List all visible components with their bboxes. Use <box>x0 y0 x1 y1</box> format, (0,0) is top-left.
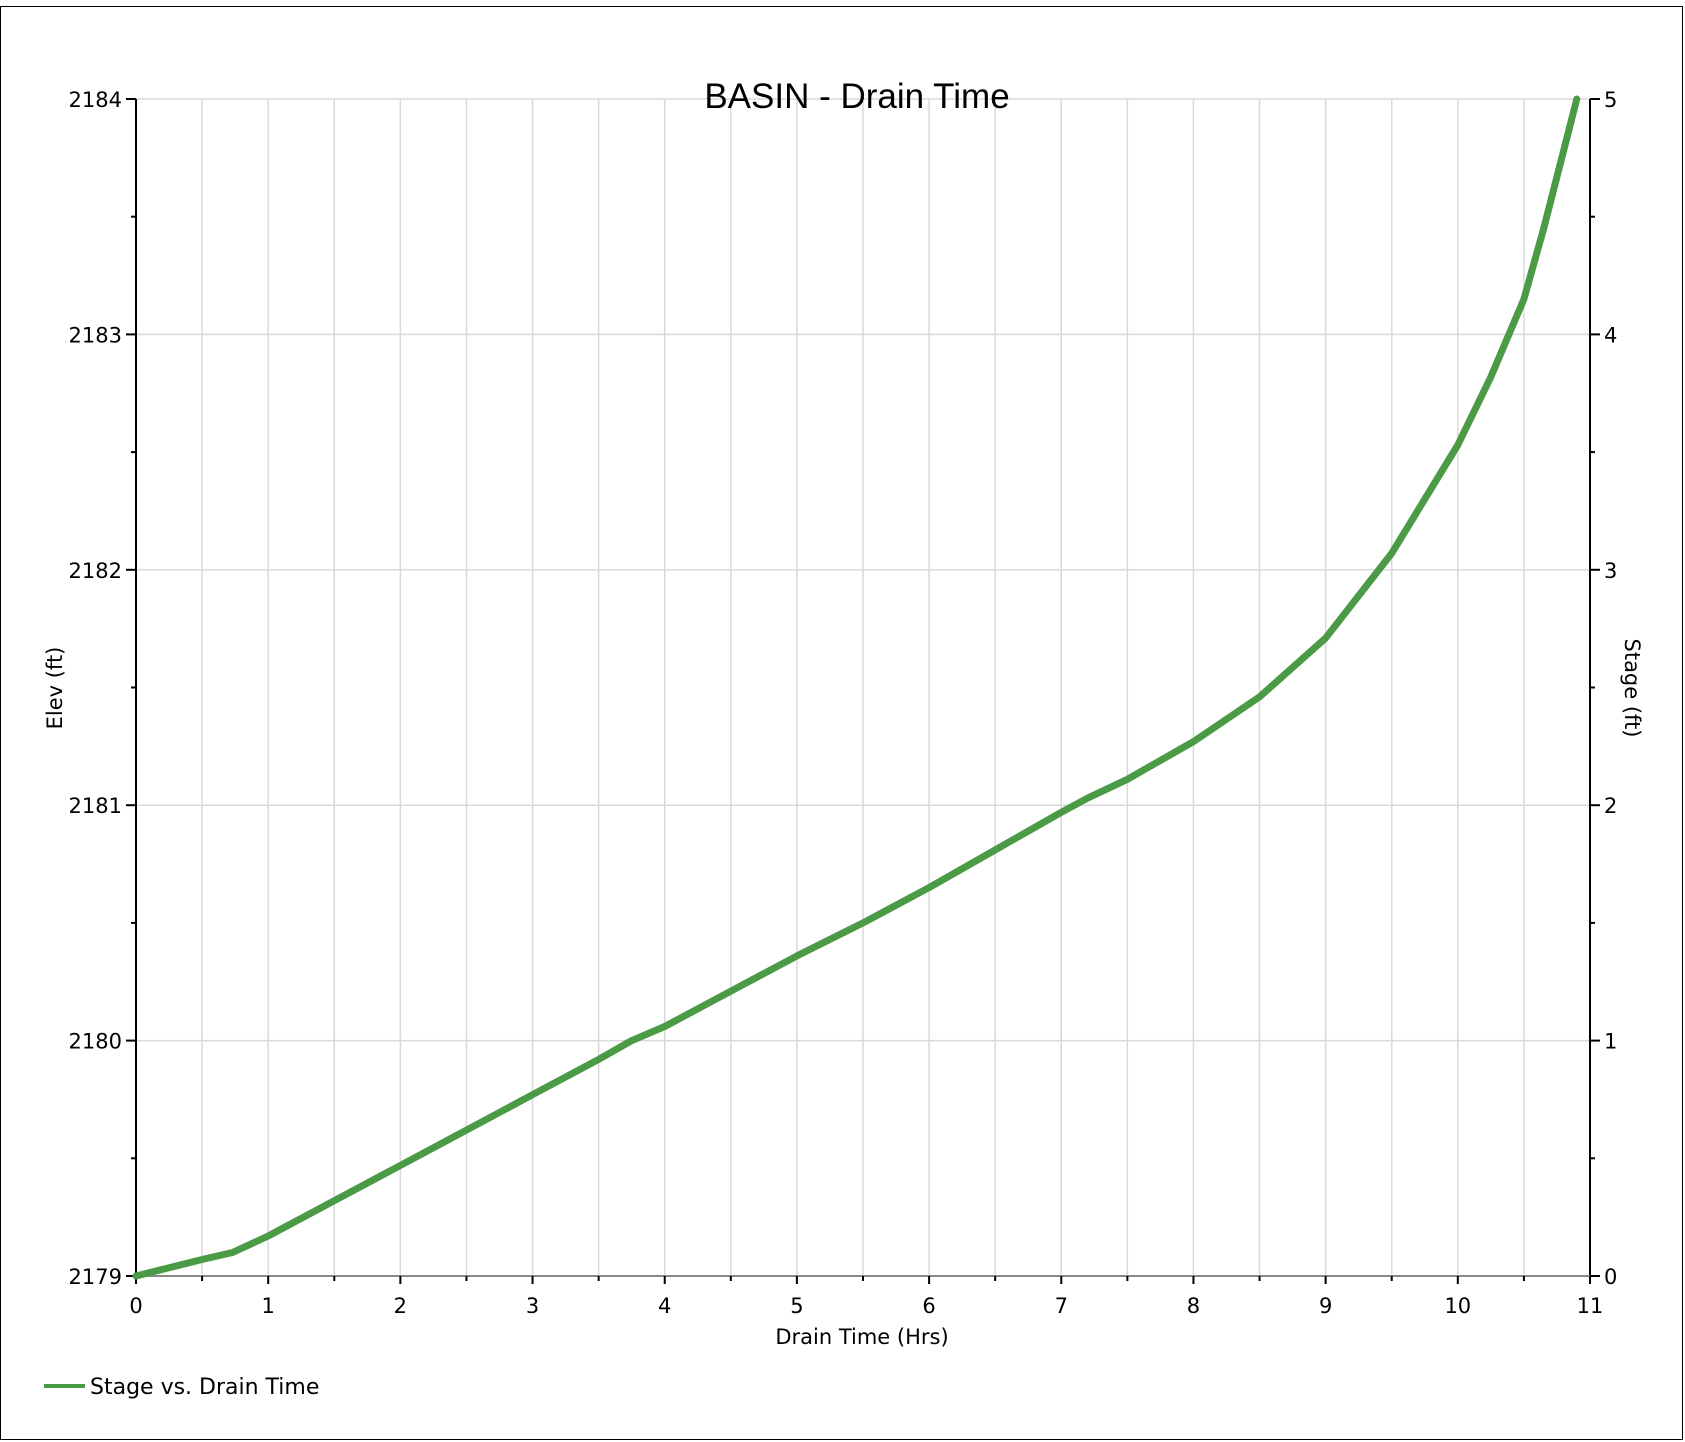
y-left-tick-label: 2181 <box>69 794 122 818</box>
y-right-tick-label: 2 <box>1604 794 1617 818</box>
y-left-tick-label: 2184 <box>69 88 122 112</box>
x-tick-label: 10 <box>1444 1294 1471 1318</box>
y-right-tick-label: 5 <box>1604 88 1617 112</box>
legend: Stage vs. Drain Time <box>44 1375 319 1400</box>
y-right-tick-label: 4 <box>1604 323 1617 347</box>
y-axis-right-title: Stage (ft) <box>1620 638 1644 737</box>
x-tick-label: 9 <box>1319 1294 1332 1318</box>
x-tick-label: 5 <box>790 1294 803 1318</box>
x-axis-title: Drain Time (Hrs) <box>775 1325 948 1349</box>
x-tick-label: 6 <box>922 1294 935 1318</box>
legend-label: Stage vs. Drain Time <box>90 1375 319 1400</box>
chart-title: BASIN - Drain Time <box>704 77 1009 116</box>
x-tick-label: 0 <box>129 1294 142 1318</box>
axes: 0 1 2 3 4 5 6 7 8 9 10 11 2179 2180 2181 2182 2183 2184 0 1… <box>69 88 1618 1318</box>
x-tick-label: 8 <box>1187 1294 1200 1318</box>
x-tick-label: 4 <box>658 1294 671 1318</box>
x-tick-label: 2 <box>394 1294 407 1318</box>
series-layer <box>132 95 1581 1280</box>
x-tick-label: 3 <box>526 1294 539 1318</box>
y-left-tick-label: 2182 <box>69 559 122 583</box>
y-left-tick-label: 2183 <box>69 323 122 347</box>
y-right-tick-label: 3 <box>1604 559 1617 583</box>
grid <box>136 98 1590 1276</box>
series-line-stage-vs-drain-time <box>132 95 1581 1280</box>
x-tick-label: 7 <box>1055 1294 1068 1318</box>
y-left-tick-label: 2179 <box>69 1265 122 1289</box>
x-tick-label: 1 <box>261 1294 274 1318</box>
chart-frame <box>0 6 1683 1440</box>
y-left-tick-label: 2180 <box>69 1030 122 1054</box>
x-tick-label: 11 <box>1577 1294 1604 1318</box>
y-right-tick-label: 0 <box>1604 1265 1617 1289</box>
y-right-tick-label: 1 <box>1604 1030 1617 1054</box>
y-axis-left-title: Elev (ft) <box>43 647 67 730</box>
